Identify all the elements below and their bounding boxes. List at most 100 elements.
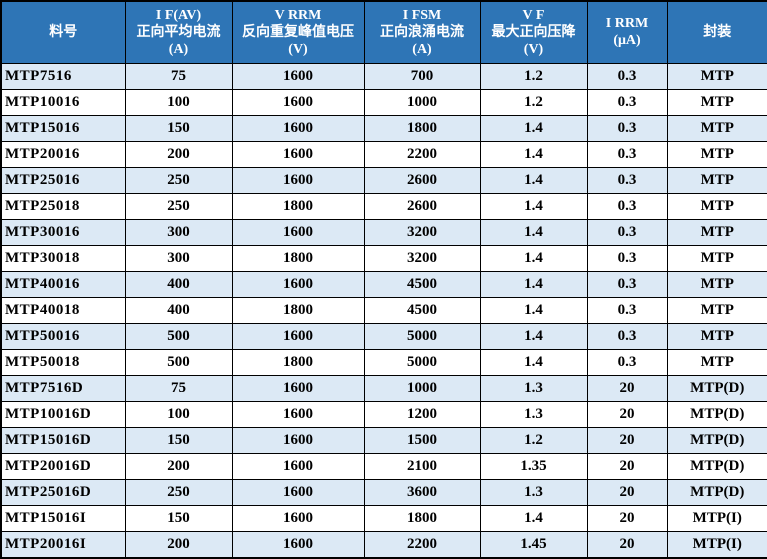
table-row: MTP20016D 200 1600 2100 1.35 20 MTP(D) <box>0 452 767 480</box>
value-cell: 100 <box>124 88 233 116</box>
value-cell: 0.3 <box>586 88 668 116</box>
value-cell: 1600 <box>231 166 365 194</box>
value-cell: MTP <box>666 296 767 324</box>
value-cell: 100 <box>124 400 233 428</box>
part-number-cell: MTP50016 <box>0 322 126 350</box>
value-cell: 250 <box>124 166 233 194</box>
value-cell: 0.3 <box>586 140 668 168</box>
value-cell: MTP <box>666 62 767 90</box>
value-cell: 3200 <box>363 244 481 272</box>
part-number-cell: MTP20016 <box>0 140 126 168</box>
table-row: MTP20016I 200 1600 2200 1.45 20 MTP(I) <box>0 530 767 559</box>
value-cell: 200 <box>124 140 233 168</box>
value-cell: 1500 <box>363 426 481 454</box>
value-cell: 1600 <box>231 452 365 480</box>
value-cell: 20 <box>586 400 668 428</box>
value-cell: 1600 <box>231 114 365 142</box>
part-number-cell: MTP25016D <box>0 478 126 506</box>
value-cell: MTP(D) <box>666 452 767 480</box>
header-line: (V) <box>288 41 308 57</box>
value-cell: 2600 <box>363 192 481 220</box>
table-row: MTP7516 75 1600 700 1.2 0.3 MTP <box>0 62 767 90</box>
value-cell: 1.3 <box>479 374 588 402</box>
table-row: MTP25016 250 1600 2600 1.4 0.3 MTP <box>0 166 767 194</box>
value-cell: 1600 <box>231 322 365 350</box>
value-cell: 0.3 <box>586 62 668 90</box>
header-line: (V) <box>523 41 544 57</box>
value-cell: MTP <box>666 114 767 142</box>
value-cell: 1.3 <box>479 478 588 506</box>
value-cell: 4500 <box>363 296 481 324</box>
value-cell: 1600 <box>231 426 365 454</box>
header-package: 封装 <box>666 0 767 64</box>
value-cell: 400 <box>124 296 233 324</box>
table-row: MTP30016 300 1600 3200 1.4 0.3 MTP <box>0 218 767 246</box>
table-row: MTP40018 400 1800 4500 1.4 0.3 MTP <box>0 296 767 324</box>
value-cell: 4500 <box>363 270 481 298</box>
value-cell: 200 <box>124 452 233 480</box>
value-cell: 700 <box>363 62 481 90</box>
value-cell: 300 <box>124 244 233 272</box>
value-cell: 400 <box>124 270 233 298</box>
table-row: MTP40016 400 1600 4500 1.4 0.3 MTP <box>0 270 767 298</box>
value-cell: 1.35 <box>479 452 588 480</box>
value-cell: 1.2 <box>479 88 588 116</box>
value-cell: 1800 <box>231 192 365 220</box>
value-cell: 1800 <box>363 504 481 532</box>
value-cell: 0.3 <box>586 348 668 376</box>
value-cell: 0.3 <box>586 244 668 272</box>
header-if-av: I F(AV) 正向平均电流 (A) <box>124 0 233 64</box>
part-number-cell: MTP30018 <box>0 244 126 272</box>
value-cell: 1000 <box>363 374 481 402</box>
table-row: MTP10016D 100 1600 1200 1.3 20 MTP(D) <box>0 400 767 428</box>
part-number-cell: MTP7516 <box>0 62 126 90</box>
value-cell: 1.4 <box>479 322 588 350</box>
value-cell: MTP <box>666 166 767 194</box>
header-line: 料号 <box>49 24 78 40</box>
value-cell: 0.3 <box>586 114 668 142</box>
header-row: 料号 I F(AV) 正向平均电流 (A) V RRM 反向重复峰值电压 (V)… <box>0 0 767 64</box>
table-row: MTP50016 500 1600 5000 1.4 0.3 MTP <box>0 322 767 350</box>
value-cell: 1.2 <box>479 426 588 454</box>
part-number-cell: MTP20016I <box>0 530 126 559</box>
value-cell: 1.4 <box>479 244 588 272</box>
value-cell: 150 <box>124 114 233 142</box>
value-cell: 5000 <box>363 348 481 376</box>
header-vf: V F 最大正向压降 (V) <box>479 0 588 64</box>
header-part-number: 料号 <box>0 0 126 64</box>
value-cell: 1.4 <box>479 114 588 142</box>
value-cell: MTP(D) <box>666 374 767 402</box>
part-number-cell: MTP40018 <box>0 296 126 324</box>
value-cell: 0.3 <box>586 322 668 350</box>
value-cell: 1600 <box>231 218 365 246</box>
header-line: 反向重复峰值电压 <box>242 24 354 40</box>
table-body: MTP7516 75 1600 700 1.2 0.3 MTP MTP10016 100 1600… <box>0 62 767 559</box>
value-cell: MTP(D) <box>666 426 767 454</box>
part-number-cell: MTP25018 <box>0 192 126 220</box>
value-cell: 150 <box>124 426 233 454</box>
value-cell: 1.4 <box>479 218 588 246</box>
part-number-cell: MTP10016 <box>0 88 126 116</box>
part-number-cell: MTP20016D <box>0 452 126 480</box>
value-cell: 1800 <box>231 348 365 376</box>
value-cell: 0.3 <box>586 296 668 324</box>
value-cell: 2200 <box>363 140 481 168</box>
table-row: MTP15016 150 1600 1800 1.4 0.3 MTP <box>0 114 767 142</box>
value-cell: 0.3 <box>586 270 668 298</box>
value-cell: MTP(I) <box>666 530 767 559</box>
part-number-cell: MTP25016 <box>0 166 126 194</box>
table-row: MTP7516D 75 1600 1000 1.3 20 MTP(D) <box>0 374 767 402</box>
value-cell: 0.3 <box>586 218 668 246</box>
value-cell: MTP <box>666 218 767 246</box>
header-line: I FSM <box>402 7 442 23</box>
value-cell: 3200 <box>363 218 481 246</box>
value-cell: 2600 <box>363 166 481 194</box>
value-cell: MTP(I) <box>666 504 767 532</box>
header-line: 正向平均电流 <box>136 24 221 40</box>
value-cell: 1600 <box>231 478 365 506</box>
value-cell: 20 <box>586 530 668 559</box>
value-cell: MTP <box>666 244 767 272</box>
header-line: 封装 <box>703 24 732 40</box>
value-cell: 1600 <box>231 374 365 402</box>
table-row: MTP25016D 250 1600 3600 1.3 20 MTP(D) <box>0 478 767 506</box>
